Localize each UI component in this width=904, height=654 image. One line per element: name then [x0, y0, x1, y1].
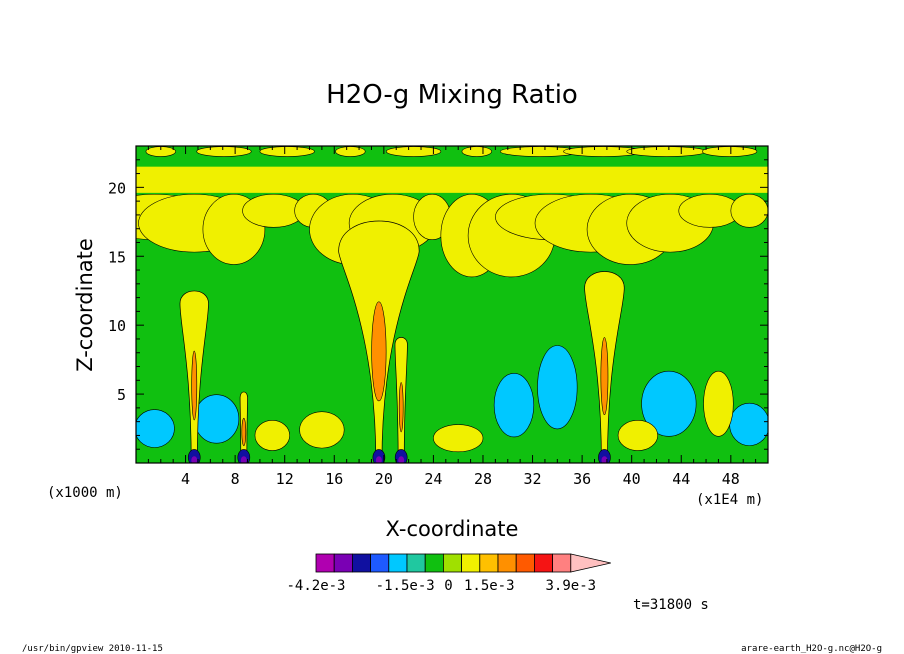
plume-base-core — [601, 456, 608, 463]
y-tick-label: 5 — [117, 386, 126, 404]
plot-area — [136, 146, 768, 463]
x-tick-label: 24 — [424, 470, 442, 488]
x-tick-label: 4 — [181, 470, 190, 488]
x-tick-label: 40 — [623, 470, 641, 488]
x-axis-label: X-coordinate — [386, 517, 519, 541]
plume-core — [191, 350, 198, 421]
plume-core — [371, 301, 387, 402]
x-tick-label: 16 — [325, 470, 343, 488]
colorbar-cell — [333, 553, 353, 573]
field-blob — [702, 146, 758, 157]
contour-field — [136, 146, 768, 463]
plot-frame — [135, 145, 769, 464]
colorbar-cell — [424, 553, 444, 573]
colorbar-label: 1.5e-3 — [464, 578, 515, 594]
plume-base-core — [398, 456, 405, 463]
colorbar-arrow — [570, 553, 611, 573]
y-tick-label: 20 — [108, 179, 126, 197]
colorbar-cell — [479, 553, 499, 573]
field-blob — [196, 146, 252, 157]
colorbar-cell — [388, 553, 408, 573]
field-blob — [335, 146, 366, 157]
y-axis-label: Z-coordinate — [73, 238, 97, 372]
plume-base-core — [240, 456, 247, 463]
field-patch — [254, 419, 290, 451]
field-patch — [493, 372, 535, 438]
field-blob — [461, 146, 492, 157]
y-tick-label: 10 — [108, 317, 126, 335]
field-band — [136, 166, 768, 193]
colorbar-cell — [406, 553, 426, 573]
chart-title: H2O-g Mixing Ratio — [326, 80, 578, 110]
field-patch — [433, 424, 484, 453]
field-patch — [641, 370, 697, 437]
x-tick-label: 48 — [722, 470, 740, 488]
colorbar-cell — [534, 553, 554, 573]
field-blob — [386, 146, 442, 157]
field-blob — [730, 193, 768, 228]
colorbar-label: 3.9e-3 — [546, 578, 597, 594]
field-patch — [193, 394, 240, 444]
colorbar-cell — [442, 553, 462, 573]
colorbar-label: -4.2e-3 — [286, 578, 345, 594]
x-tick-label: 28 — [474, 470, 492, 488]
colorbar-cell — [370, 553, 390, 573]
colorbar-label: -1.5e-3 — [376, 578, 435, 594]
colorbar-cell — [351, 553, 371, 573]
x-tick-label: 32 — [524, 470, 542, 488]
field-patch — [617, 419, 659, 451]
footer-left: /usr/bin/gpview 2010-11-15 — [22, 644, 163, 654]
colorbar-cell — [515, 553, 535, 573]
field-patch — [299, 411, 345, 449]
field-patch — [729, 402, 768, 446]
field-patch — [703, 370, 734, 437]
field-patch — [537, 345, 578, 430]
x-tick-label: 12 — [276, 470, 294, 488]
x-tick-label: 36 — [573, 470, 591, 488]
plume-base-core — [375, 456, 382, 463]
colorbar: -4.2e-3 -1.5e-3 0 1.5e-3 3.9e-3 — [286, 553, 611, 594]
colorbar-cell — [461, 553, 481, 573]
colorbar-label: 0 — [444, 578, 452, 594]
plume-core — [600, 337, 609, 416]
y-tick-label: 15 — [108, 248, 126, 266]
plume-core — [398, 382, 404, 433]
footer-right: arare-earth_H2O-g.nc@H2O-g — [741, 644, 882, 654]
plume-base-core — [191, 456, 198, 463]
x-tick-label: 44 — [672, 470, 690, 488]
colorbar-cell — [497, 553, 517, 573]
field-blob — [259, 146, 315, 157]
x-unit-left: (x1000 m) — [47, 485, 123, 501]
x-tick-label: 8 — [231, 470, 240, 488]
plume-core — [241, 417, 247, 447]
time-label: t=31800 s — [633, 597, 709, 613]
x-tick-label: 20 — [375, 470, 393, 488]
colorbar-cell — [315, 553, 335, 573]
field-patch — [136, 409, 175, 448]
colorbar-cell — [552, 553, 572, 573]
x-unit-right: (x1E4 m) — [696, 492, 763, 508]
